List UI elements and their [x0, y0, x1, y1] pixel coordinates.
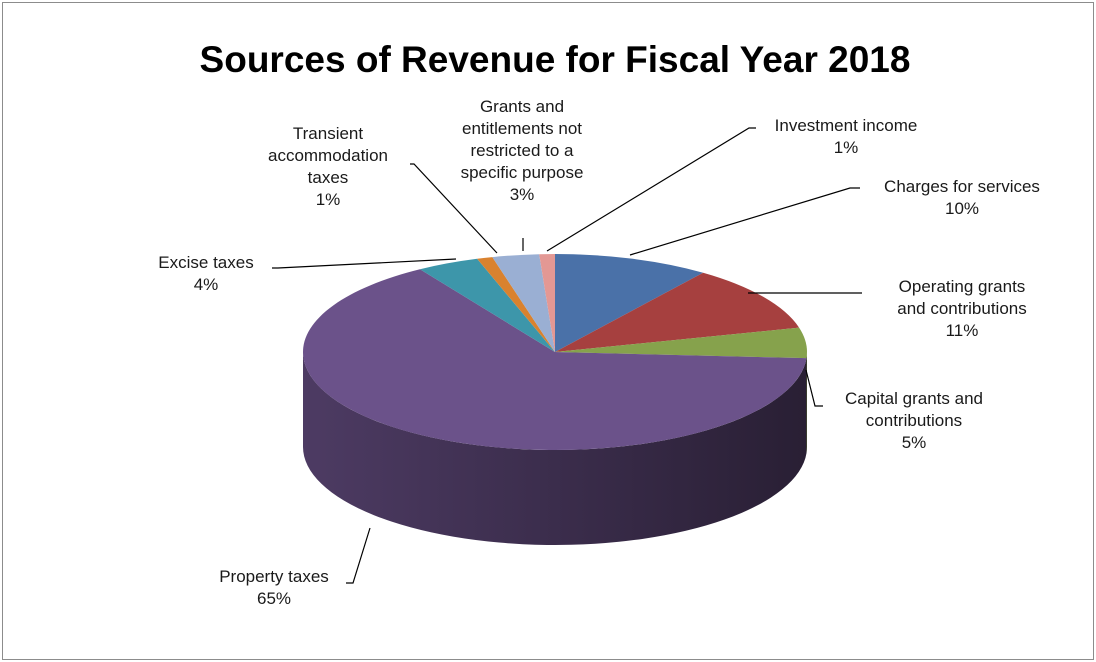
- leader-line-7: [546, 127, 756, 252]
- slice-label-0-line-1: 10%: [945, 199, 979, 218]
- slice-label-3: Property taxes 65%: [219, 567, 329, 608]
- slice-label-5-line-1: accommodation: [268, 146, 388, 165]
- slice-label-3-line-0: Property taxes: [219, 567, 329, 586]
- slice-label-3-line-1: 65%: [257, 589, 291, 608]
- slice-label-5-line-3: 1%: [316, 190, 341, 209]
- pie-slice-2: [555, 327, 807, 359]
- slice-label-2-line-0: Capital grants and: [845, 389, 983, 408]
- slice-label-6: Grants and entitlements not restricted to …: [461, 97, 584, 204]
- slice-label-2-line-2: 5%: [902, 433, 927, 452]
- leader-line-4: [272, 258, 457, 269]
- leader-line-0: [629, 187, 860, 256]
- leader-line-2: [805, 369, 823, 407]
- leader-line-3: [346, 527, 371, 584]
- chart-title: Sources of Revenue for Fiscal Year 2018: [200, 39, 911, 80]
- pie-slice-7: [539, 254, 555, 352]
- slice-label-2-line-1: contributions: [866, 411, 962, 430]
- slice-label-7-line-1: 1%: [834, 138, 859, 157]
- leader-line-5: [410, 163, 498, 254]
- pie-slice-1: [555, 272, 800, 352]
- slice-label-4: Excise taxes 4%: [158, 253, 253, 294]
- slice-label-6-line-0: Grants and: [480, 97, 564, 116]
- slice-label-5-line-0: Transient: [293, 124, 364, 143]
- slice-label-6-line-2: restricted to a: [471, 141, 575, 160]
- pie-slice-3: [303, 269, 807, 450]
- slice-label-0-line-0: Charges for services: [884, 177, 1040, 196]
- slice-label-1-line-2: 11%: [946, 321, 979, 340]
- pie-side-3: [303, 352, 807, 546]
- slice-label-6-line-4: 3%: [510, 185, 535, 204]
- slice-label-7: Investment income 1%: [775, 116, 918, 157]
- slice-label-1-line-1: and contributions: [897, 299, 1026, 318]
- slice-label-7-line-0: Investment income: [775, 116, 918, 135]
- slice-label-6-line-3: specific purpose: [461, 163, 584, 182]
- slice-label-1-line-0: Operating grants: [899, 277, 1026, 296]
- slice-label-1: Operating grants and contributions 11%: [897, 277, 1026, 340]
- slice-label-6-line-1: entitlements not: [462, 119, 582, 138]
- slice-label-4-line-1: 4%: [194, 275, 219, 294]
- pie-slice-6: [492, 254, 555, 352]
- slice-label-0: Charges for services 10%: [884, 177, 1040, 218]
- slice-label-5-line-2: taxes: [308, 168, 349, 187]
- pie-slice-0: [555, 254, 704, 352]
- slice-label-2: Capital grants and contributions 5%: [845, 389, 983, 452]
- pie-slice-4: [419, 258, 555, 352]
- slice-label-5: Transient accommodation taxes 1%: [268, 124, 388, 209]
- pie-slice-5: [477, 257, 555, 352]
- slice-label-4-line-0: Excise taxes: [158, 253, 253, 272]
